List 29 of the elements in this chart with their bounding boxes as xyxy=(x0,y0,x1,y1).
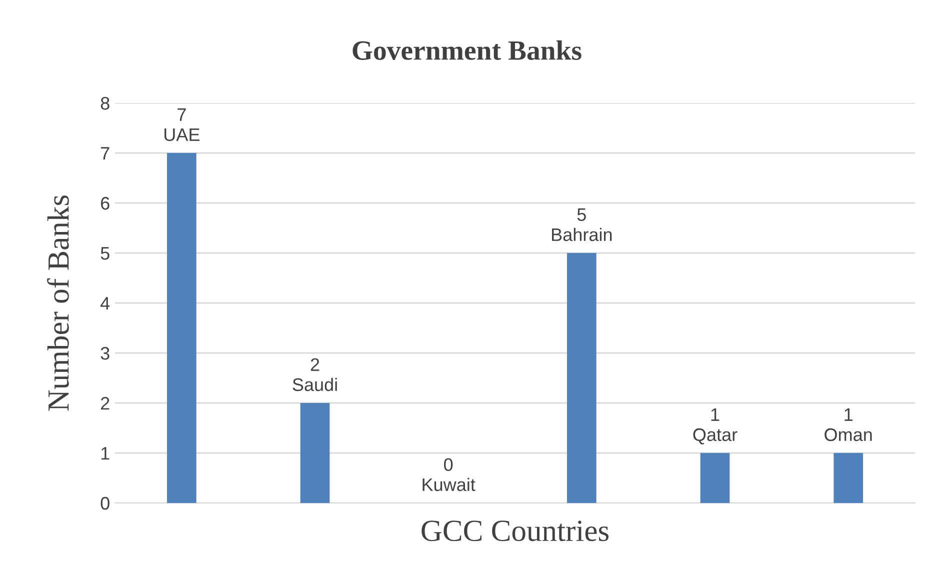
bar xyxy=(567,253,596,503)
y-tick-label: 2 xyxy=(101,396,110,410)
bar xyxy=(167,153,196,503)
y-tick-label: 8 xyxy=(100,96,110,110)
y-tick-label: 3 xyxy=(100,346,110,360)
y-tick-label: 1 xyxy=(101,447,110,460)
bar xyxy=(834,453,863,503)
y-tick-label: 6 xyxy=(101,196,110,210)
data-label: 2 xyxy=(310,358,320,371)
bar xyxy=(300,403,330,503)
y-tick-label: 4 xyxy=(100,297,110,310)
data-label: 0 xyxy=(444,458,453,471)
chart-title: Government Banks xyxy=(352,40,582,60)
x-tick-label: Qatar xyxy=(693,428,738,444)
x-tick-label: UAE xyxy=(164,128,200,142)
x-tick-label: Kuwait xyxy=(422,478,476,492)
data-label: 5 xyxy=(577,208,586,221)
y-tick-label: 5 xyxy=(100,247,110,260)
bar xyxy=(700,453,730,503)
x-tick-label: Bahrain xyxy=(552,228,612,242)
data-label: 1 xyxy=(711,408,720,421)
data-label: 7 xyxy=(178,108,186,121)
y-tick-label: 7 xyxy=(101,147,110,160)
data-label: 1 xyxy=(844,408,852,421)
y-tick-label: 0 xyxy=(100,496,110,510)
x-tick-label: Oman xyxy=(824,428,872,442)
x-tick-label: Saudi xyxy=(292,378,337,392)
x-axis-title: GCC Countries xyxy=(422,520,609,542)
y-axis-title: Number of Banks xyxy=(47,195,69,411)
